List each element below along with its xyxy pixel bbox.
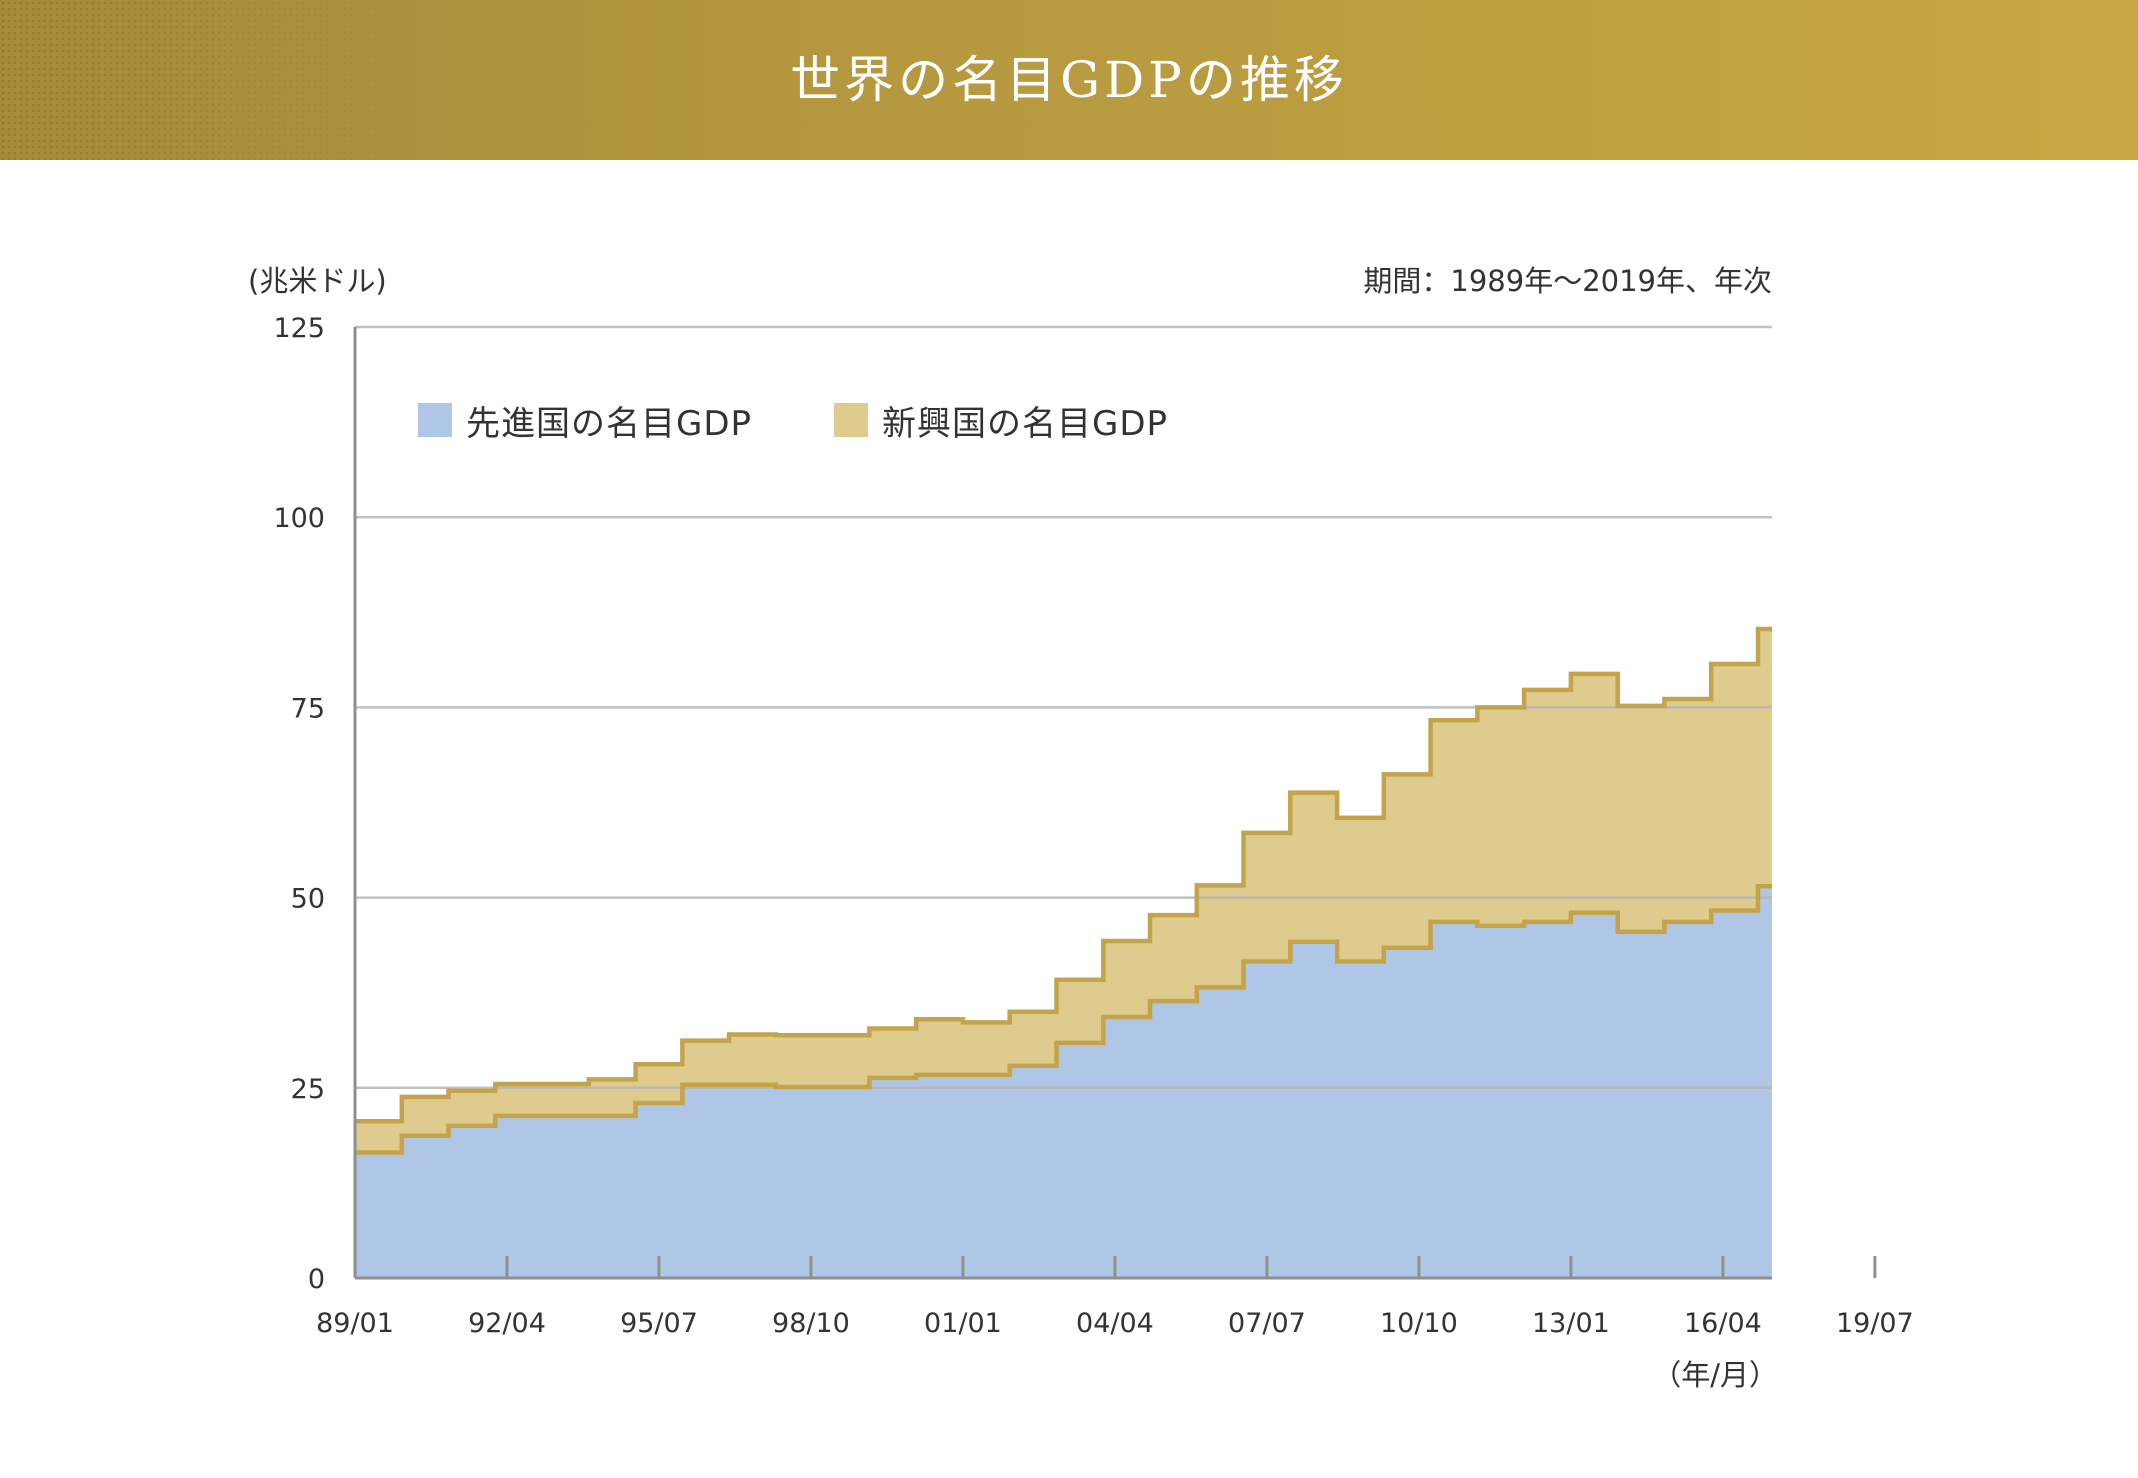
line-total (355, 626, 1772, 1124)
x-tick-label-3: 98/10 (772, 1308, 850, 1339)
x-tick-label-1: 92/04 (468, 1308, 546, 1339)
x-tick-label-4: 01/01 (924, 1308, 1002, 1339)
y-tick-label-0: 0 (308, 1264, 325, 1295)
legend-item-developed: 先進国の名目GDP (418, 400, 752, 444)
y-tick-label-125: 125 (273, 313, 325, 344)
x-tick-label-9: 16/04 (1684, 1308, 1762, 1339)
period-note: 期間：1989年〜2019年、年次 (1363, 264, 1772, 298)
y-axis-unit-label: (兆米ドル) (248, 264, 387, 298)
legend-swatch-developed (418, 403, 452, 437)
x-tick-label-10: 19/07 (1836, 1308, 1914, 1339)
x-tick-label-2: 95/07 (620, 1308, 698, 1339)
chart-title: 世界の名目GDPの推移 (790, 51, 1348, 109)
legend-item-emerging: 新興国の名目GDP (834, 400, 1168, 444)
x-tick-label-7: 10/10 (1380, 1308, 1458, 1339)
y-tick-label-50: 50 (291, 884, 325, 915)
title-banner: 世界の名目GDPの推移 (0, 0, 2138, 160)
area-developed (355, 886, 1772, 1278)
y-tick-label-100: 100 (273, 503, 325, 534)
legend-swatch-emerging (834, 403, 868, 437)
x-tick-label-5: 04/04 (1076, 1308, 1154, 1339)
line-developed (355, 883, 1772, 1155)
area-emerging (355, 629, 1772, 1153)
y-tick-label-25: 25 (291, 1074, 325, 1105)
y-tick-label-75: 75 (291, 693, 325, 724)
x-tick-label-8: 13/01 (1532, 1308, 1610, 1339)
legend-label-developed: 先進国の名目GDP (466, 403, 753, 444)
x-axis-unit-label: （年/月） (1652, 1358, 1778, 1392)
x-tick-label-0: 89/01 (316, 1308, 394, 1339)
legend-label-emerging: 新興国の名目GDP (882, 403, 1169, 444)
x-tick-label-6: 07/07 (1228, 1308, 1306, 1339)
